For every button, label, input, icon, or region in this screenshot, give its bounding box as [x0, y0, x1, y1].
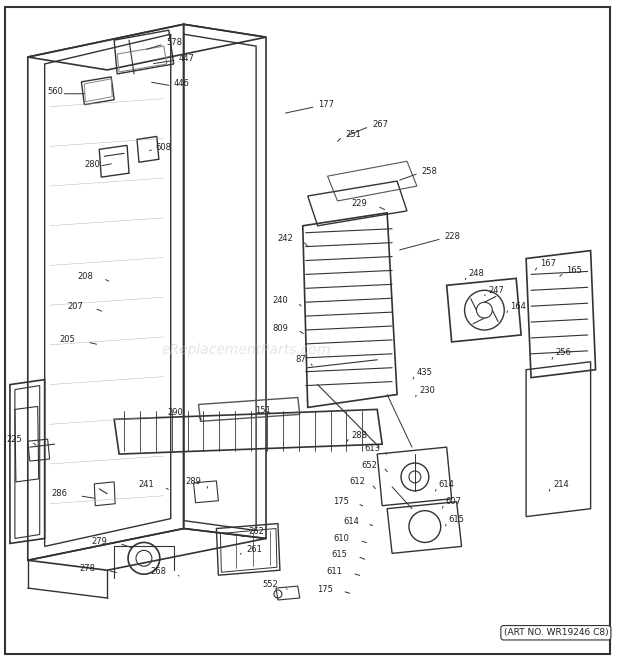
Text: 614: 614	[439, 481, 454, 489]
Text: 241: 241	[138, 481, 154, 489]
Text: 87: 87	[295, 355, 306, 364]
Text: 228: 228	[445, 232, 461, 241]
Text: 560: 560	[48, 87, 63, 97]
Text: 165: 165	[566, 266, 582, 275]
Text: 240: 240	[272, 295, 288, 305]
Text: 615: 615	[332, 550, 347, 559]
Text: 205: 205	[60, 335, 76, 344]
Text: 267: 267	[372, 120, 388, 129]
Text: 288: 288	[352, 431, 368, 440]
Text: 279: 279	[91, 537, 107, 546]
Text: 290: 290	[168, 408, 184, 417]
Text: 167: 167	[540, 259, 556, 268]
Text: 177: 177	[317, 100, 334, 109]
Text: 164: 164	[510, 301, 526, 311]
Text: 809: 809	[272, 323, 288, 332]
Text: 258: 258	[422, 167, 438, 176]
Text: 280: 280	[84, 160, 100, 169]
Text: (ART NO. WR19246 C8): (ART NO. WR19246 C8)	[503, 628, 608, 637]
Text: 262: 262	[248, 527, 264, 536]
Text: 578: 578	[167, 38, 183, 47]
Text: 248: 248	[469, 269, 484, 278]
Text: 615: 615	[449, 515, 464, 524]
Text: 552: 552	[262, 580, 278, 588]
Text: 261: 261	[246, 545, 262, 554]
Text: 286: 286	[51, 489, 68, 498]
Text: 608: 608	[156, 143, 172, 152]
Text: 214: 214	[553, 481, 569, 489]
Text: 256: 256	[556, 348, 572, 358]
Text: eReplacementParts.com: eReplacementParts.com	[161, 343, 331, 357]
Text: 278: 278	[79, 564, 95, 572]
Text: 175: 175	[317, 584, 332, 594]
Text: 208: 208	[78, 272, 93, 281]
Text: 151: 151	[255, 406, 271, 415]
Text: 247: 247	[489, 286, 504, 295]
Text: 251: 251	[345, 130, 361, 139]
Text: 289: 289	[185, 477, 202, 486]
Text: 225: 225	[6, 435, 22, 444]
Text: 652: 652	[361, 461, 377, 469]
Text: 268: 268	[151, 566, 167, 576]
Text: 242: 242	[277, 234, 293, 243]
Text: 612: 612	[350, 477, 365, 486]
Text: 207: 207	[68, 301, 83, 311]
Text: 435: 435	[417, 368, 433, 377]
Text: 610: 610	[334, 534, 350, 543]
Text: 607: 607	[446, 497, 462, 506]
Text: 446: 446	[174, 79, 190, 89]
Text: 613: 613	[364, 444, 380, 453]
Text: 614: 614	[343, 517, 360, 526]
Text: 447: 447	[179, 54, 195, 63]
Text: 175: 175	[334, 497, 350, 506]
Text: 230: 230	[419, 386, 435, 395]
Text: 229: 229	[352, 200, 367, 208]
Text: 611: 611	[327, 566, 342, 576]
